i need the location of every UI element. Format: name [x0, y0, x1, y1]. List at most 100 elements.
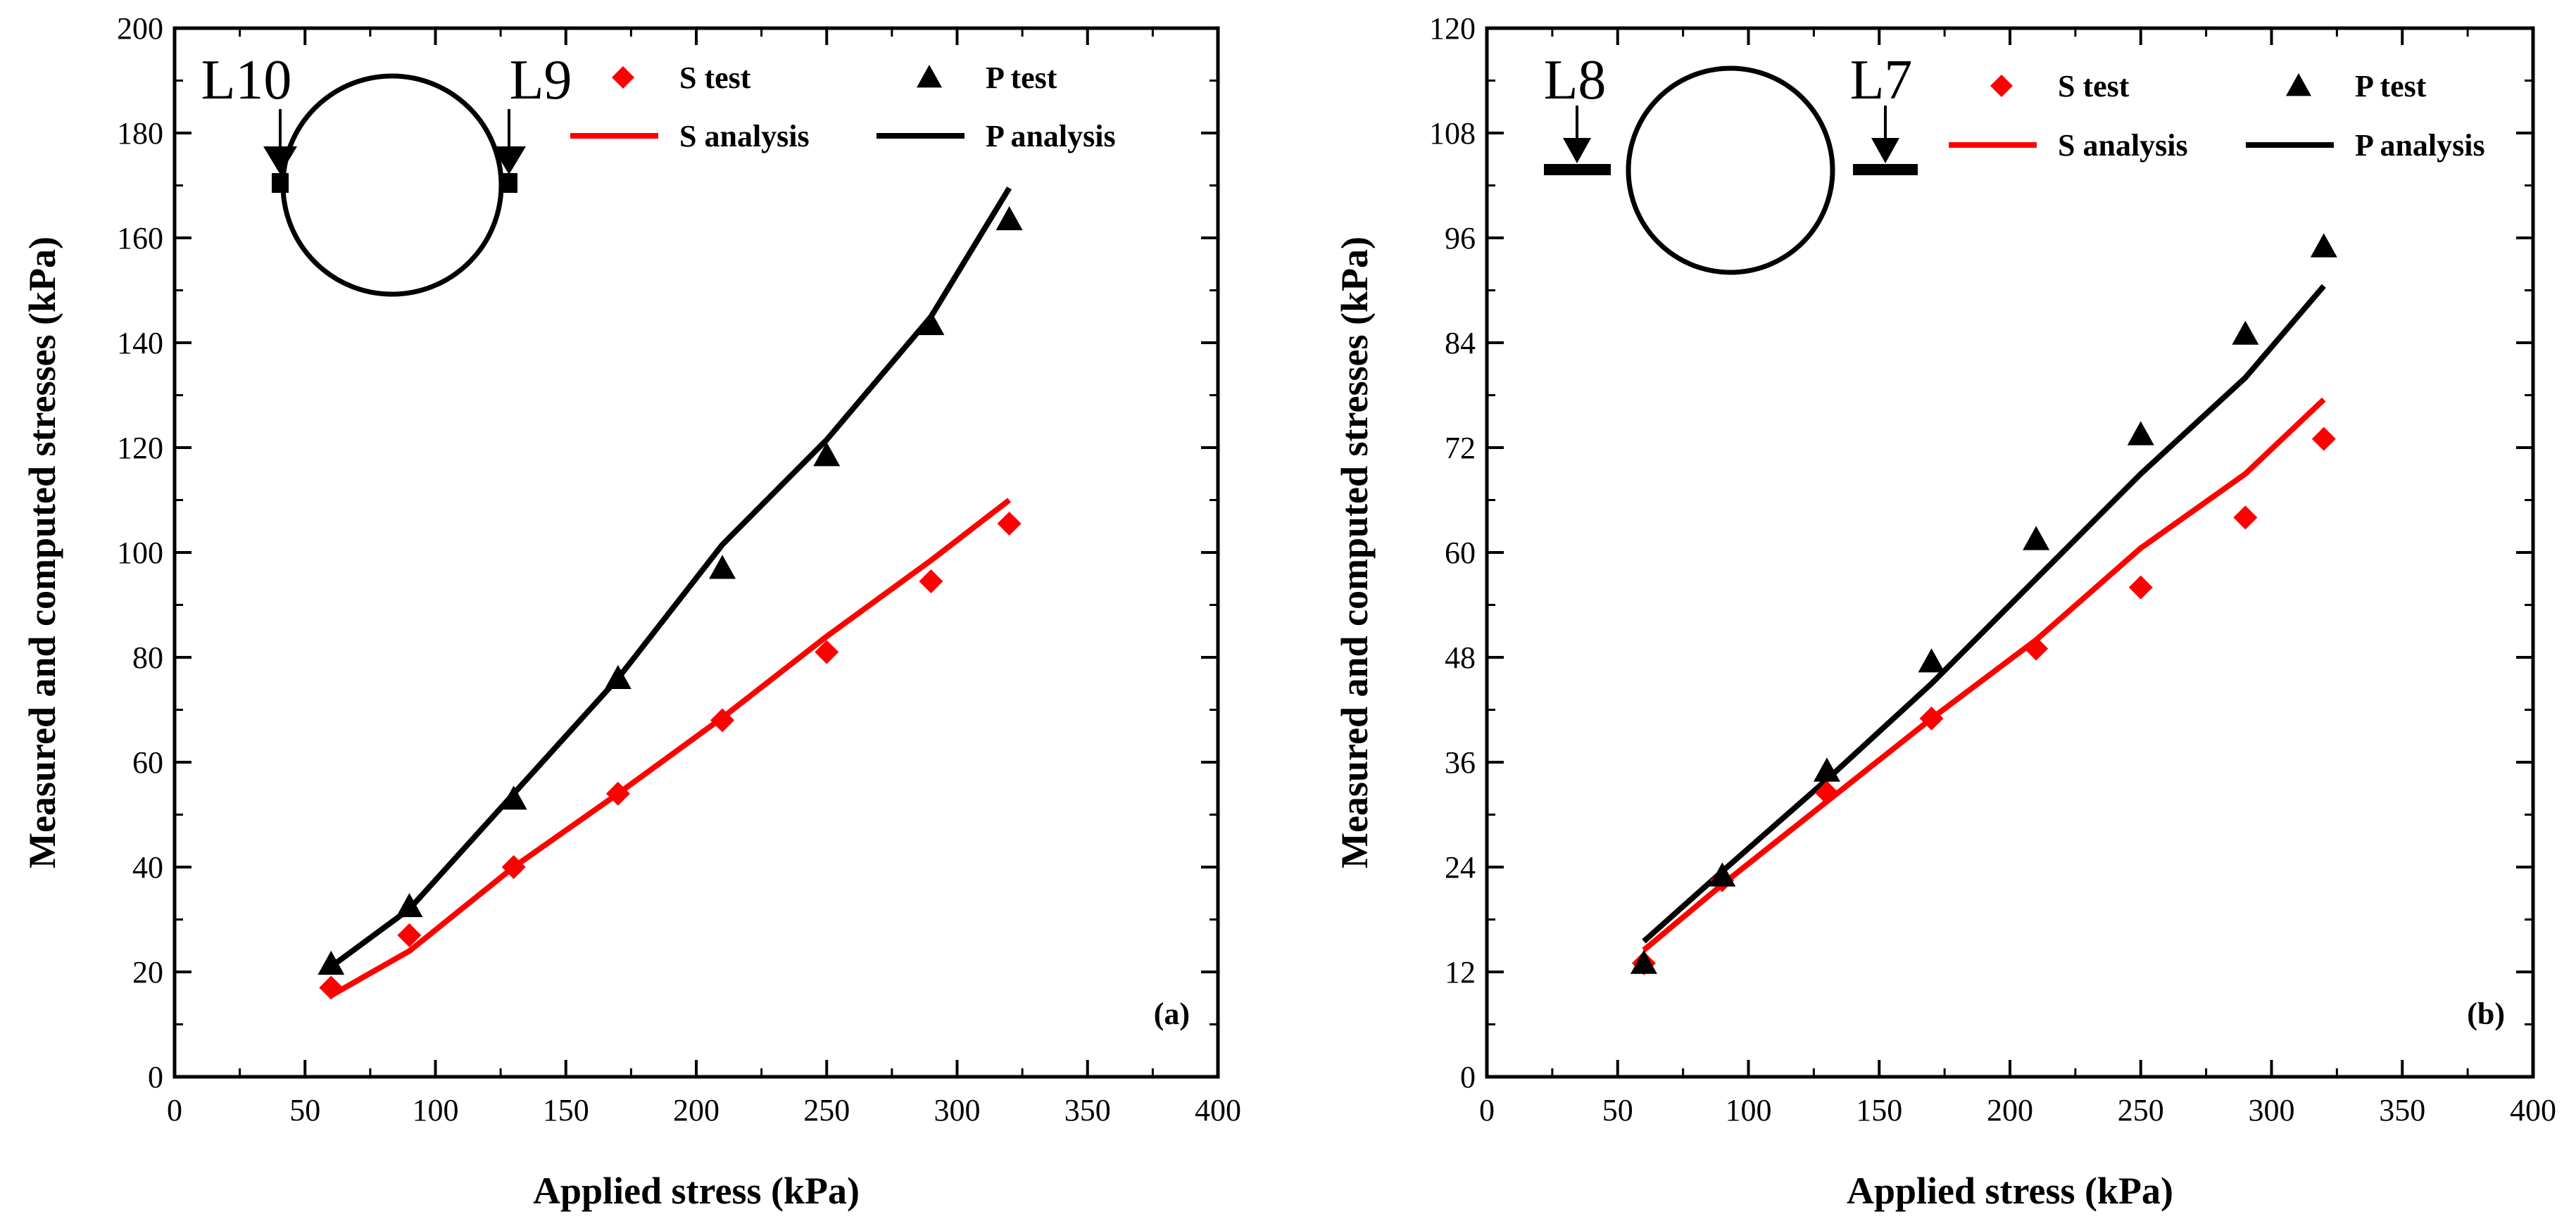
point-s-test [605, 781, 630, 806]
y-tick-label: 180 [117, 116, 163, 151]
point-p-test [1630, 949, 1657, 974]
x-tick-label: 250 [803, 1093, 850, 1127]
point-p-test [995, 206, 1023, 231]
y-tick-label: 84 [1445, 326, 1476, 360]
point-p-test [709, 555, 736, 579]
x-axis-title: Applied stress (kPa) [1847, 1170, 2173, 1212]
x-tick-label: 300 [934, 1093, 981, 1127]
chart-panel-a: 0 50 100 150 200 250 300 350 400 0 20 40 60 80 100 120 1… [21, 11, 1241, 1212]
y-tick-label: 100 [117, 536, 163, 570]
point-s-test [919, 569, 943, 593]
y-axis-title: Measured and computed stresses (kPa) [1333, 236, 1376, 868]
point-p-test [2127, 421, 2154, 445]
point-s-test [815, 640, 839, 664]
legend-marker-s-test [1990, 75, 2013, 97]
legend-marker-p-test [917, 65, 942, 88]
plot-frame [172, 26, 1220, 1079]
plot-frame [1485, 26, 2535, 1079]
gauge-bar [1853, 164, 1918, 175]
y-tick-label: 60 [132, 745, 163, 780]
legend-label-s-test: S test [2058, 69, 2130, 103]
legend-label-p-analysis: P analysis [2355, 128, 2485, 163]
pipe-circle [280, 73, 504, 297]
panel-label: (b) [2467, 997, 2505, 1031]
load-arrow-head [1871, 138, 1899, 163]
y-tick-label: 48 [1445, 640, 1476, 675]
x-tick-label: 300 [2249, 1093, 2295, 1127]
x-tick-label: 50 [289, 1093, 320, 1127]
legend-label-s-test: S test [679, 61, 751, 95]
y-tick-label: 108 [1429, 116, 1476, 151]
x-tick-label: 400 [2510, 1093, 2556, 1127]
load-arrow-head [1563, 138, 1591, 163]
y-tick-label: 12 [1445, 955, 1476, 990]
x-axis-title: Applied stress (kPa) [533, 1170, 860, 1212]
y-tick-label: 36 [1445, 745, 1476, 780]
gauge-block [501, 173, 517, 193]
label-l7: L7 [1850, 49, 1913, 111]
point-s-test [501, 855, 526, 879]
x-tick-label: 100 [413, 1093, 459, 1127]
label-l9: L9 [510, 49, 572, 111]
x-tick-label: 100 [1726, 1093, 1772, 1127]
chart-panel-b: 0 50 100 150 200 250 300 350 400 0 12 24 36 48 60 72 84 9… [1333, 11, 2556, 1212]
y-tick-label: 120 [117, 431, 163, 465]
x-tick-label: 350 [2379, 1093, 2425, 1127]
point-p-test [2310, 233, 2337, 258]
point-p-test [917, 310, 945, 336]
series-line-s-analysis [1642, 397, 2326, 953]
x-tick-label: 200 [673, 1093, 720, 1127]
load-arrow-head [263, 146, 297, 175]
point-s-test [1919, 706, 1944, 731]
y-tick-label: 120 [1429, 11, 1476, 46]
legend-label-p-test: P test [2355, 69, 2427, 103]
legend-label-p-test: P test [986, 61, 1057, 95]
point-p-test [604, 664, 632, 689]
x-tick-label: 150 [1856, 1093, 1902, 1127]
point-s-test [2024, 636, 2049, 661]
y-tick-label: 0 [148, 1060, 163, 1094]
point-s-test [2233, 505, 2258, 530]
x-tick-label: 400 [1195, 1093, 1241, 1127]
point-p-test [2232, 320, 2259, 345]
point-s-test [397, 923, 422, 947]
y-axis-title: Measured and computed stresses (kPa) [21, 236, 63, 868]
point-p-test [500, 785, 527, 810]
label-l8: L8 [1544, 49, 1607, 111]
y-tick-label: 140 [117, 326, 163, 360]
x-tick-label: 50 [1602, 1093, 1633, 1127]
legend-marker-s-test [612, 66, 634, 89]
inset-sketch: L10 L9 [201, 49, 572, 297]
gauge-bar [1544, 164, 1611, 175]
y-tick-label: 24 [1445, 850, 1476, 885]
point-s-test [2311, 426, 2336, 451]
y-tick-label: 40 [132, 850, 163, 885]
point-s-test [2128, 575, 2153, 600]
y-tick-label: 20 [132, 955, 163, 990]
legend: S test P test S analysis P analysis [570, 61, 1116, 153]
x-tick-label: 150 [543, 1093, 589, 1127]
x-tick-label: 200 [1987, 1093, 2033, 1127]
legend-label-s-analysis: S analysis [2058, 128, 2188, 163]
label-l10: L10 [201, 49, 292, 111]
legend-marker-p-test [2286, 73, 2311, 96]
point-p-test [318, 950, 345, 975]
y-tick-label: 160 [117, 221, 163, 255]
legend-label-p-analysis: P analysis [986, 119, 1116, 153]
point-s-test [1814, 781, 1839, 805]
point-s-test [997, 512, 1022, 536]
gauge-block [272, 173, 289, 193]
x-tick-label: 0 [1479, 1093, 1495, 1127]
y-tick-label: 80 [132, 640, 163, 675]
point-p-test [396, 892, 423, 918]
point-p-test [1709, 862, 1736, 887]
y-tick-label: 72 [1445, 431, 1476, 465]
point-s-test [319, 975, 344, 1000]
y-tick-label: 96 [1445, 221, 1476, 255]
legend: S test P test S analysis P analysis [1949, 69, 2485, 163]
point-s-test [710, 708, 735, 733]
series-line-p-analysis [1642, 284, 2326, 944]
series-line-p-analysis [329, 187, 1012, 969]
x-tick-label: 250 [2118, 1093, 2164, 1127]
